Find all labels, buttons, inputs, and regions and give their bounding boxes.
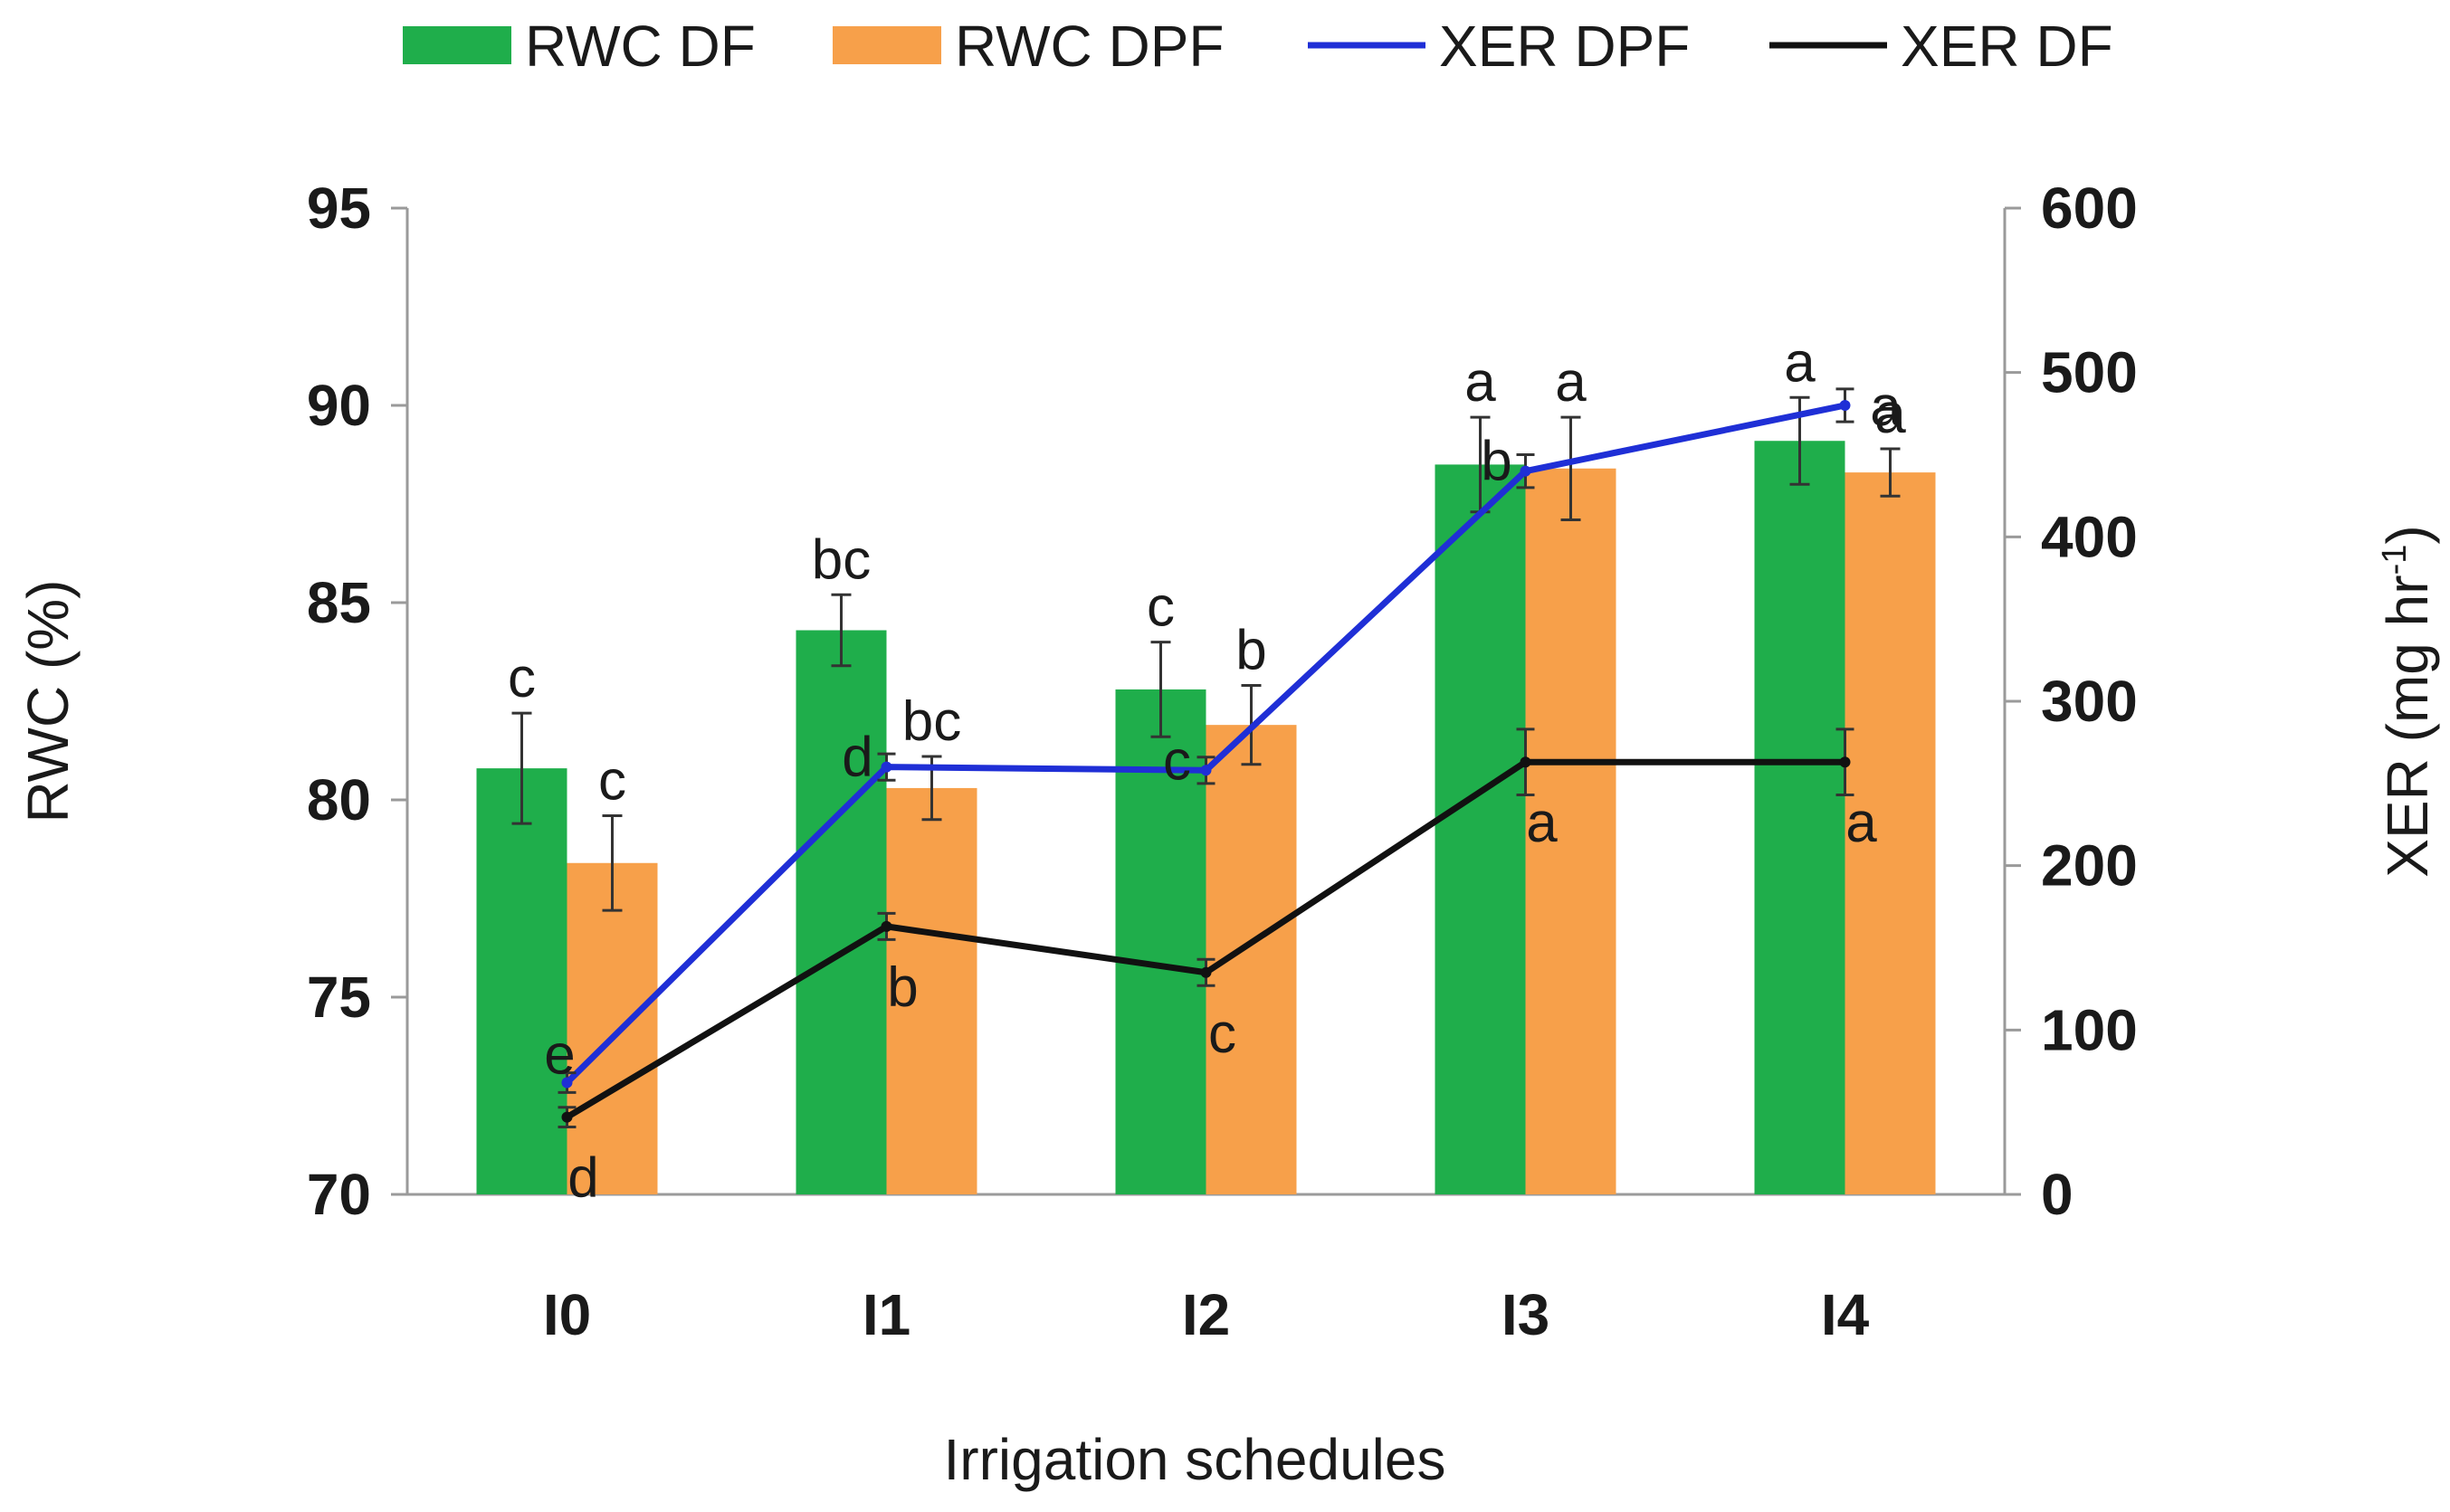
y2-axis-title: XER (mg hr-1) [2375, 525, 2440, 877]
bar-letter-1-3: a [1555, 351, 1587, 414]
legend-label-xer-df: XER DF [1901, 14, 2113, 79]
line-point-1-2 [1200, 966, 1212, 978]
y-tick-label: 70 [307, 1162, 371, 1227]
bar-letter-1-0: c [598, 749, 626, 812]
y-tick-label: 75 [307, 965, 371, 1030]
y2-tick-label: 400 [2041, 504, 2138, 569]
y-axis-title: RWC (%) [15, 580, 81, 823]
legend-label-rwc-dpf: RWC DPF [955, 14, 1224, 79]
line-letter-1-1: b [887, 956, 918, 1019]
bar-0-3 [1435, 464, 1526, 1194]
line-point-1-4 [1839, 756, 1851, 768]
bar-letter-1-1: bc [902, 690, 961, 753]
bar-1-2 [1206, 725, 1297, 1194]
y2-axis-title-close: ) [2375, 525, 2440, 544]
bar-letter-1-2: b [1235, 620, 1266, 682]
bar-1-0 [567, 862, 658, 1194]
bar-0-0 [476, 768, 567, 1194]
line-point-0-0 [561, 1077, 573, 1089]
y-tick-label: 85 [307, 570, 371, 635]
bar-letter-0-2: c [1147, 576, 1175, 639]
line-point-1-0 [561, 1111, 573, 1123]
bar-0-1 [796, 630, 887, 1194]
line-point-0-3 [1520, 465, 1531, 477]
y2-tick-label: 100 [2041, 997, 2138, 1062]
bar-letter-1-4: a [1874, 383, 1906, 445]
line-point-1-1 [881, 920, 892, 932]
y2-axis-ticks: 0 100 200 300 400 500 600 [2005, 176, 2138, 1227]
y2-tick-label: 300 [2041, 669, 2138, 734]
line-letter-0-0: e [544, 1023, 575, 1086]
bar-series [476, 395, 1936, 1194]
y2-tick-label: 500 [2041, 340, 2138, 405]
x-axis-ticks: I0 I1 I2 I3 I4 [543, 1282, 1870, 1347]
line-series [558, 387, 1854, 1129]
bar-0-2 [1115, 689, 1206, 1194]
line-point-1-3 [1520, 756, 1531, 768]
legend-label-rwc-df: RWC DF [525, 14, 756, 79]
bar-1-3 [1525, 468, 1616, 1194]
legend-swatch-rwc-dpf [833, 26, 941, 64]
bar-1-4 [1845, 472, 1936, 1194]
bar-letter-0-1: bc [812, 528, 871, 591]
y2-axis-title-main: XER (mg hr [2375, 575, 2440, 877]
line-letter-1-4: a [1845, 792, 1877, 854]
y-tick-label: 80 [307, 767, 371, 832]
x-tick-label: I0 [543, 1282, 591, 1347]
line-letter-0-1: d [842, 727, 872, 789]
bar-letter-0-0: c [508, 647, 536, 709]
x-tick-label: I4 [1821, 1282, 1870, 1347]
legend-swatch-rwc-df [403, 26, 511, 64]
y-tick-label: 90 [307, 373, 371, 438]
line-point-0-4 [1839, 400, 1851, 411]
y2-tick-label: 600 [2041, 176, 2138, 241]
line-letter-1-0: d [567, 1147, 598, 1210]
bar-letter-0-4: a [1784, 331, 1816, 394]
line-letter-0-4: a [1870, 376, 1902, 438]
bar-1-1 [886, 787, 977, 1194]
line-point-0-2 [1200, 765, 1212, 776]
line-point-0-1 [881, 761, 892, 773]
line-letter-1-3: a [1526, 792, 1558, 854]
legend-label-xer-dpf: XER DPF [1439, 14, 1690, 79]
bar-letter-0-3: a [1464, 351, 1496, 414]
y2-tick-label: 200 [2041, 833, 2138, 899]
x-axis-title: Irrigation schedules [944, 1427, 1446, 1492]
y-tick-label: 95 [307, 176, 371, 241]
y2-tick-label: 0 [2041, 1162, 2073, 1227]
x-tick-label: I2 [1182, 1282, 1230, 1347]
bar-0-4 [1754, 441, 1845, 1194]
x-tick-label: I1 [863, 1282, 910, 1347]
y2-axis-title-sup: -1 [2376, 545, 2414, 575]
line-letter-0-2: c [1163, 729, 1191, 792]
y-axis-ticks: 70 75 80 85 90 95 [307, 176, 407, 1227]
line-letter-1-2: c [1208, 1003, 1236, 1065]
x-tick-label: I3 [1501, 1282, 1549, 1347]
legend: RWC DF RWC DPF XER DPF XER DF [403, 14, 2113, 79]
line-letter-0-3: b [1481, 431, 1511, 493]
